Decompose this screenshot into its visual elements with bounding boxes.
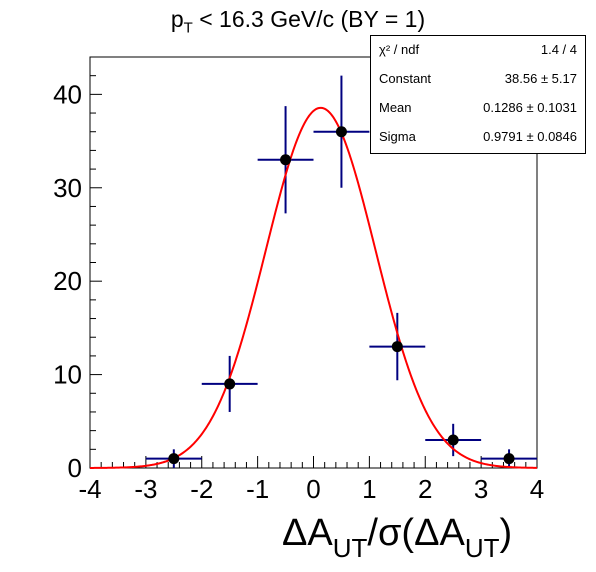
y-tick-label: 0	[68, 453, 82, 483]
x-tick-label: 1	[362, 474, 376, 504]
x-tick-label: 4	[530, 474, 544, 504]
stats-row-constant: Constant 38.56 ± 5.17	[379, 71, 577, 86]
x-tick-label: -3	[134, 474, 157, 504]
fit-stats-box: χ² / ndf 1.4 / 4 Constant 38.56 ± 5.17 Mea…	[370, 35, 586, 154]
data-point	[280, 154, 292, 166]
data-point	[391, 341, 403, 353]
x-tick-label: 0	[306, 474, 320, 504]
data-point	[447, 434, 459, 446]
stats-row-chi2: χ² / ndf 1.4 / 4	[379, 42, 577, 57]
stats-row-sigma: Sigma 0.9791 ± 0.0846	[379, 129, 577, 144]
data-point	[224, 378, 236, 390]
x-axis-label: ΔAUT/σ(ΔAUT)	[282, 512, 513, 563]
x-tick-label: 3	[474, 474, 488, 504]
data-point	[335, 126, 347, 138]
x-tick-label: -4	[78, 474, 101, 504]
x-tick-label: 2	[418, 474, 432, 504]
data-point	[503, 453, 515, 465]
y-tick-label: 40	[53, 79, 82, 109]
gaussian-fit-curve	[90, 106, 538, 469]
chart-title: pT < 16.3 GeV/c (BY = 1)	[170, 6, 426, 37]
data-point	[168, 453, 180, 465]
data-markers	[168, 126, 515, 465]
x-tick-label: -2	[190, 474, 213, 504]
y-tick-label: 10	[53, 360, 82, 390]
x-tick-label: -1	[246, 474, 269, 504]
y-tick-label: 30	[53, 173, 82, 203]
stats-row-mean: Mean 0.1286 ± 0.1031	[379, 100, 577, 115]
y-tick-label: 20	[53, 266, 82, 296]
